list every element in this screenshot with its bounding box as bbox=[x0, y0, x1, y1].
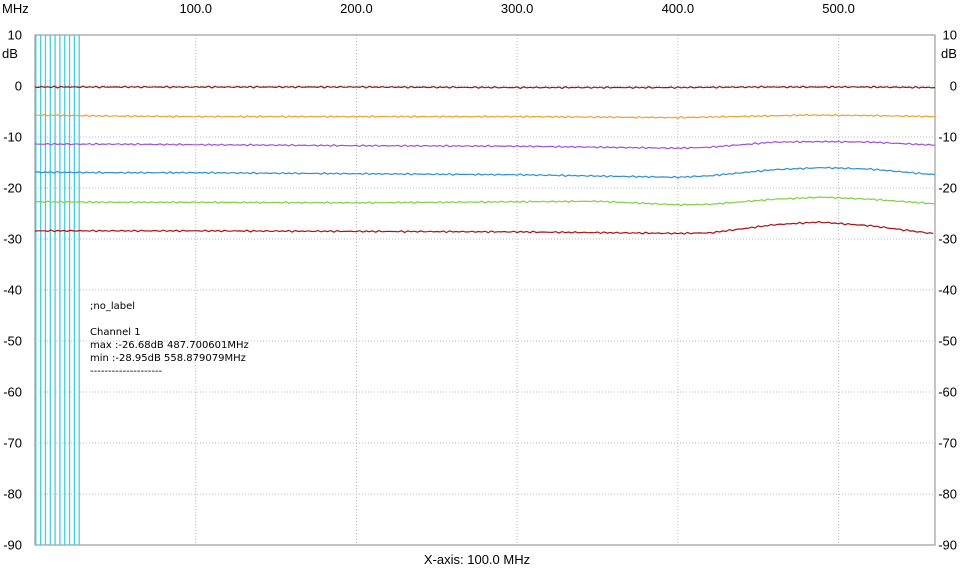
x-tick-label: 200.0 bbox=[340, 1, 373, 16]
annotation-separator: -------------------- bbox=[90, 366, 163, 377]
y-tick-label-right: -60 bbox=[938, 385, 957, 400]
y-tick-label-right: 0 bbox=[950, 79, 957, 94]
x-tick-label: 100.0 bbox=[179, 1, 212, 16]
y-unit-label-right: dB bbox=[941, 46, 957, 61]
x-tick-labels: 100.0 200.0 300.0 400.0 500.0 bbox=[179, 1, 854, 16]
stats-annotation: ;no_label Channel 1 max :-26.68dB 487.70… bbox=[90, 301, 249, 377]
annotation-min: min :-28.95dB 558.879079MHz bbox=[90, 353, 246, 364]
y-tick-label-left: -20 bbox=[3, 181, 22, 196]
y-tick-label-left: -80 bbox=[3, 487, 22, 502]
series-line-2 bbox=[34, 113, 936, 119]
y-tick-label-right: -20 bbox=[938, 181, 957, 196]
series-line-6 bbox=[34, 220, 934, 235]
y-tick-labels-right: 10 0 -10 -20 -30 -40 -50 -60 -70 -80 -90 bbox=[938, 28, 957, 553]
y-tick-label-right: -50 bbox=[938, 334, 957, 349]
y-tick-label-right: 10 bbox=[943, 28, 957, 43]
y-tick-label-left: -30 bbox=[3, 232, 22, 247]
y-unit-label-left: dB bbox=[2, 46, 18, 61]
y-tick-label-left: -60 bbox=[3, 385, 22, 400]
series-line-1 bbox=[34, 85, 936, 90]
x-tick-label: 300.0 bbox=[501, 1, 534, 16]
x-tick-label: 400.0 bbox=[662, 1, 695, 16]
y-tick-label-left: 0 bbox=[15, 79, 22, 94]
series-line-4 bbox=[34, 166, 936, 179]
plot-frame bbox=[34, 34, 936, 546]
y-tick-label-right: -30 bbox=[938, 232, 957, 247]
x-tick-label: 500.0 bbox=[822, 1, 855, 16]
y-tick-label-right: -90 bbox=[938, 538, 957, 553]
y-tick-label-left: 10 bbox=[8, 28, 22, 43]
marker-lines bbox=[35, 35, 80, 545]
x-unit-label: MHz bbox=[2, 1, 29, 16]
y-tick-label-left: -10 bbox=[3, 130, 22, 145]
y-tick-labels-left: 10 0 -10 -20 -30 -40 -50 -60 -70 -80 -90 bbox=[3, 28, 22, 553]
y-tick-label-left: -90 bbox=[3, 538, 22, 553]
series-layer bbox=[34, 85, 936, 235]
x-axis-label: X-axis: 100.0 MHz bbox=[424, 552, 530, 567]
y-tick-label-left: -40 bbox=[3, 283, 22, 298]
annotation-channel: Channel 1 bbox=[90, 327, 141, 338]
y-tick-label-left: -50 bbox=[3, 334, 22, 349]
y-tick-label-right: -70 bbox=[938, 436, 957, 451]
series-line-5 bbox=[34, 196, 936, 207]
y-tick-label-right: -40 bbox=[938, 283, 957, 298]
annotation-max: max :-26.68dB 487.700601MHz bbox=[90, 340, 249, 351]
y-tick-label-right: -10 bbox=[938, 130, 957, 145]
series-line-3 bbox=[34, 140, 936, 150]
y-tick-label-right: -80 bbox=[938, 487, 957, 502]
annotation-label: ;no_label bbox=[90, 301, 135, 312]
y-tick-label-left: -70 bbox=[3, 436, 22, 451]
